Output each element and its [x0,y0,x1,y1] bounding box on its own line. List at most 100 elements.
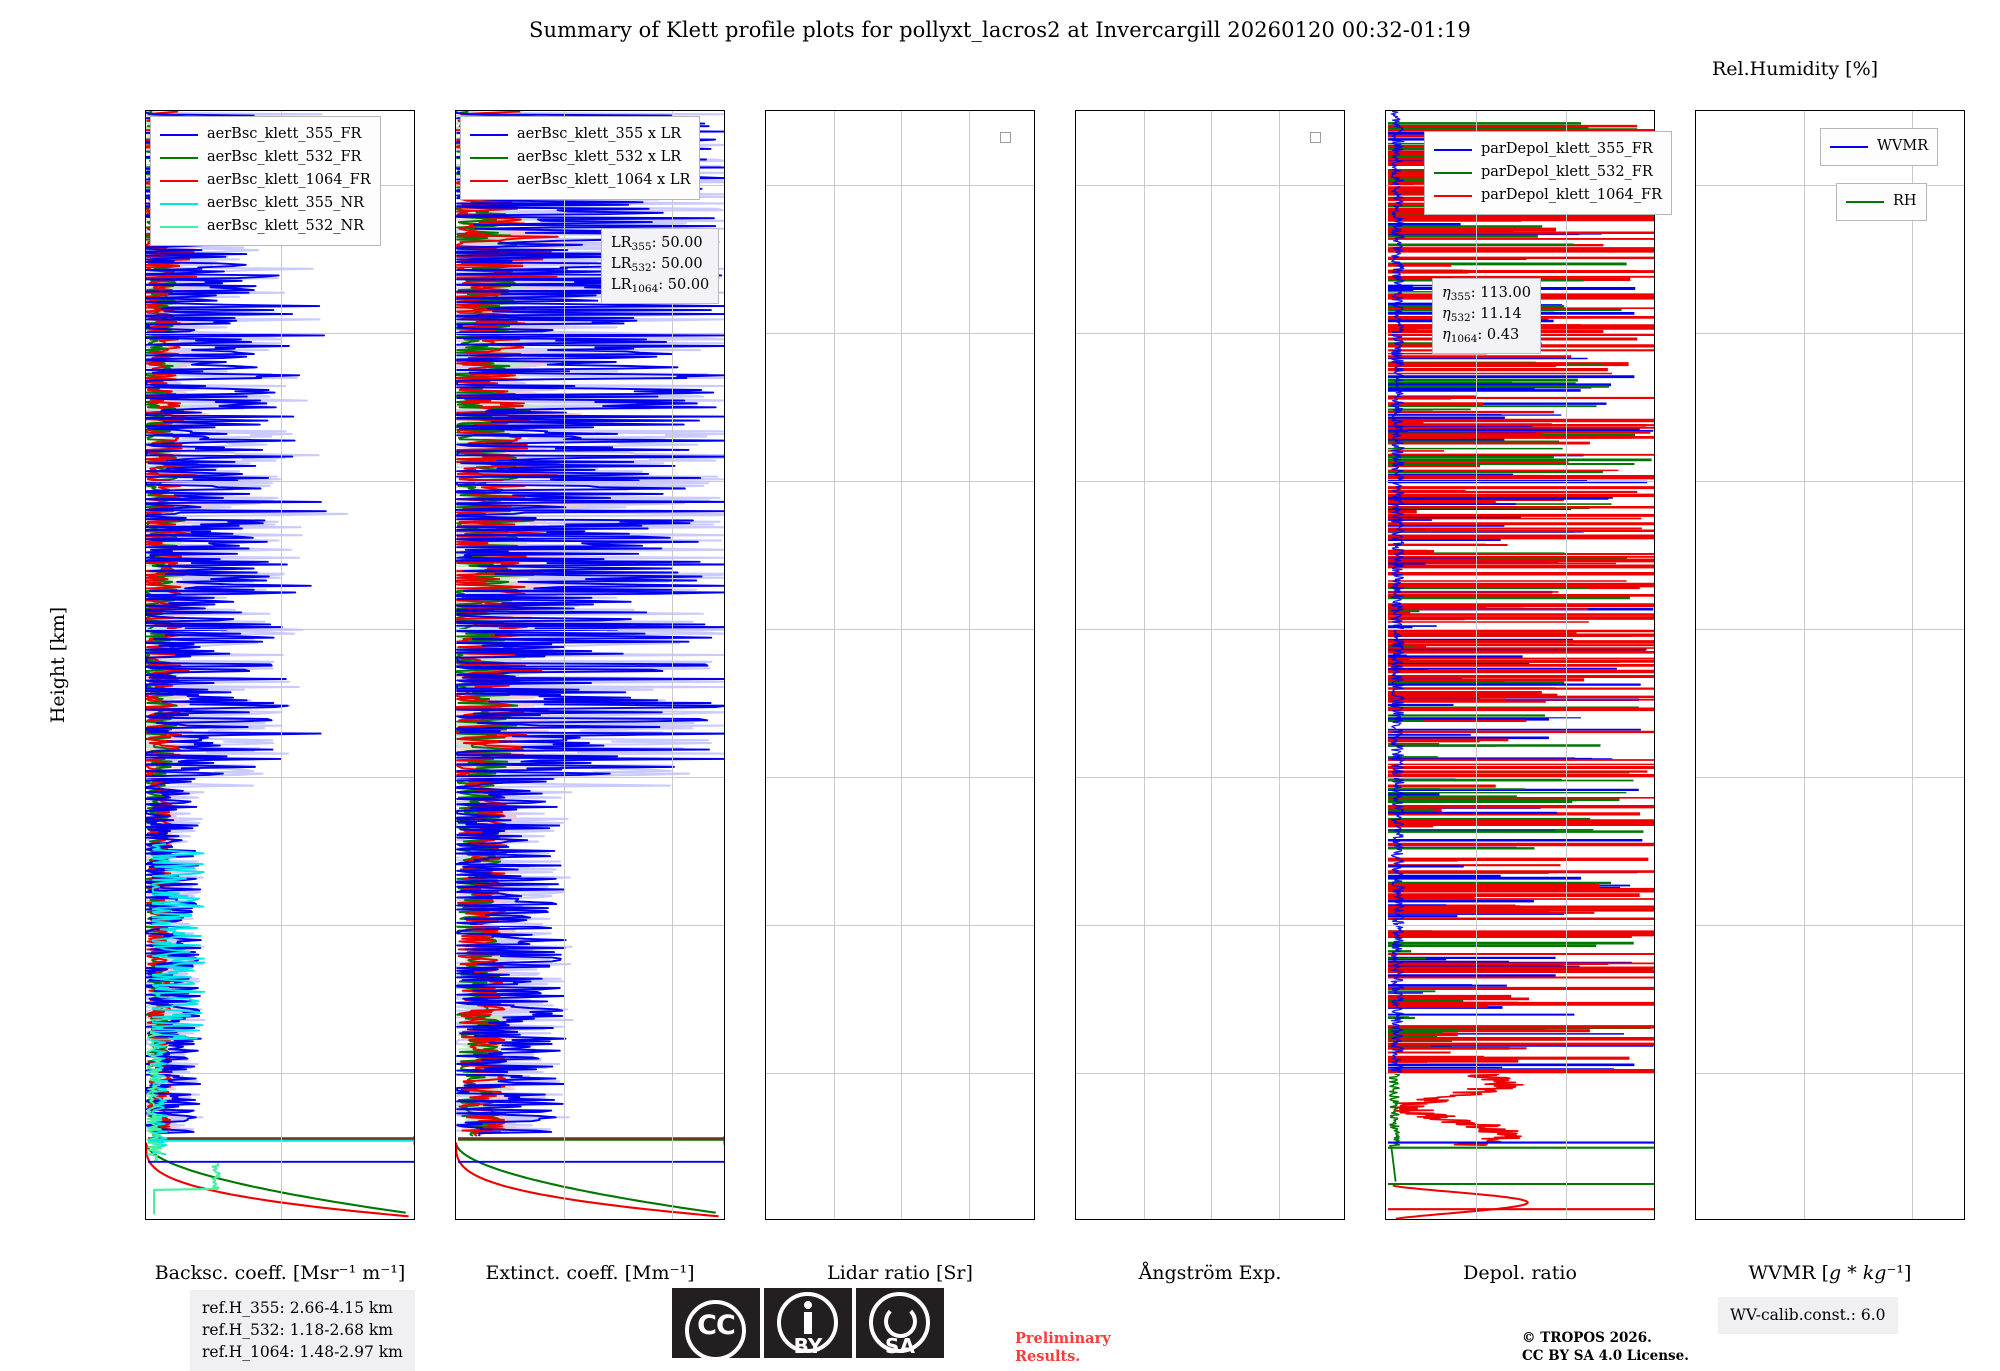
y-tick [1654,629,1655,630]
legend-depol-ratio[interactable]: parDepol_klett_355_FR parDepol_klett_532_… [1424,131,1673,215]
annotation-value: : 50.00 [651,255,703,272]
copyright-line-1: © TROPOS 2026. [1522,1330,1652,1346]
legend-extinction[interactable]: aerBsc_klett_355 x LR aerBsc_klett_532 x … [460,116,701,200]
y-tick [455,481,456,482]
panel-angstrom[interactable]: 02468101214−10123 [1075,110,1345,1220]
y-tick [1344,481,1345,482]
y-tick [1075,629,1076,630]
axis-title-lidar-ratio: Lidar ratio [Sr] [827,1262,973,1284]
gridline-horizontal [1076,629,1344,630]
gridline-vertical [968,111,970,1219]
y-tick [1964,629,1965,630]
y-tick [1034,481,1035,482]
gridline-horizontal [1076,481,1344,482]
legend-swatch-1 [1830,145,1868,148]
y-tick [1344,333,1345,334]
legend-label: parDepol_klett_532_FR [1481,164,1653,181]
gridline-horizontal [1076,185,1344,186]
legend-item[interactable]: aerBsc_klett_1064_FR [160,169,371,192]
wv-calib-box: WV-calib.const.: 6.0 [1718,1297,1898,1334]
annotation-subscript: 532 [1450,311,1471,324]
panel-lidar-ratio[interactable]: 024681012140255075100 [765,110,1035,1220]
gridline-horizontal [1696,629,1964,630]
y-tick [145,1073,146,1074]
panel-backscatter[interactable]: 02468101214012 [145,110,415,1220]
x-tick [1476,1219,1477,1220]
legend-wvmr[interactable]: WVMR [1820,128,1939,166]
x-tick [1804,1219,1805,1220]
legend-swatch-3 [1434,194,1472,197]
legend-label: aerBsc_klett_532 x LR [517,149,682,166]
legend-item[interactable]: parDepol_klett_355_FR [1434,138,1662,161]
rh-axis-title: Rel.Humidity [%] [1711,58,1879,80]
legend-item[interactable]: parDepol_klett_532_FR [1434,161,1662,184]
reference-heights-box: ref.H_355: 2.66-4.15 km ref.H_532: 1.18-… [190,1290,415,1371]
legend-label: WVMR [1877,138,1929,155]
cc-badge-block-cc: CC [672,1288,760,1361]
legend-item[interactable]: aerBsc_klett_532_NR [160,215,371,238]
y-tick [145,925,146,926]
gridline-horizontal [1696,481,1964,482]
legend-item[interactable]: aerBsc_klett_355_FR [160,123,371,146]
gridline-horizontal [146,1073,414,1074]
legend-rh[interactable]: RH [1836,183,1927,221]
rh-x-tick [1696,110,1697,111]
y-tick [765,185,766,186]
preliminary-results-note: Preliminary Results. [1015,1330,1111,1366]
empty-legend-marker-lidar-ratio[interactable] [1000,132,1011,143]
x-tick [1144,1219,1145,1220]
annotation-subscript: 355 [631,241,652,253]
x-tick [969,1219,970,1220]
x-tick [564,1219,565,1220]
y-tick [765,481,766,482]
y-tick [1695,925,1696,926]
x-tick [1696,1219,1697,1220]
y-tick [145,481,146,482]
rh-x-tick [1831,110,1832,111]
y-tick [145,629,146,630]
gridline-vertical [281,111,282,1219]
panel-wvmr[interactable]: 02468101214020400255075100 [1695,110,1965,1220]
y-tick [145,333,146,334]
gridline-horizontal [1386,1073,1654,1074]
panel-extinction[interactable]: 0246810121402040 [455,110,725,1220]
legend-item[interactable]: WVMR [1830,135,1928,158]
legend-label: aerBsc_klett_355 x LR [517,126,682,143]
cc-license-badge[interactable]: CC BY SA [672,1288,944,1361]
gridline-vertical [1804,111,1805,1219]
legend-item[interactable]: aerBsc_klett_532 x LR [470,146,690,169]
gridline-vertical [564,111,565,1219]
legend-item[interactable]: parDepol_klett_1064_FR [1434,184,1662,207]
gridline-vertical [1143,111,1145,1219]
legend-item[interactable]: aerBsc_klett_532_FR [160,146,371,169]
legend-item[interactable]: aerBsc_klett_355_NR [160,192,371,215]
legend-label: aerBsc_klett_1064 x LR [517,172,691,189]
panel-depol-ratio[interactable]: 024681012140.00.20.40.6 [1385,110,1655,1220]
x-tick [281,1219,282,1220]
gridline-vertical [1278,111,1280,1219]
y-tick [455,1073,456,1074]
sa-arrow-loop-icon [884,1305,917,1338]
annotation-subscript: 1064 [631,282,659,295]
y-tick [455,185,456,186]
legend-swatch-2 [470,156,508,159]
annotation-eta-values: η355: 113.00 η532: 11.14 η1064: 0.43 [1432,278,1541,354]
empty-legend-marker-angstrom[interactable] [1310,132,1321,143]
y-tick [1075,481,1076,482]
annotation-subscript: 355 [1450,291,1471,303]
annotation-row: LR532: 50.00 [611,255,709,276]
legend-item[interactable]: aerBsc_klett_1064 x LR [470,169,690,192]
gridline-horizontal [146,777,414,778]
gridline-horizontal [456,777,724,778]
y-tick [1695,333,1696,334]
legend-backscatter[interactable]: aerBsc_klett_355_FR aerBsc_klett_532_FR ae… [150,116,381,246]
legend-item[interactable]: aerBsc_klett_355 x LR [470,123,690,146]
gridline-horizontal [766,185,1034,186]
legend-item[interactable]: RH [1846,190,1917,213]
x-tick [146,1219,147,1220]
gridline-horizontal [456,1073,724,1074]
gridline-horizontal [766,481,1034,482]
gridline-vertical [1476,111,1477,1219]
gridline-horizontal [1076,333,1344,334]
y-tick [724,777,725,778]
